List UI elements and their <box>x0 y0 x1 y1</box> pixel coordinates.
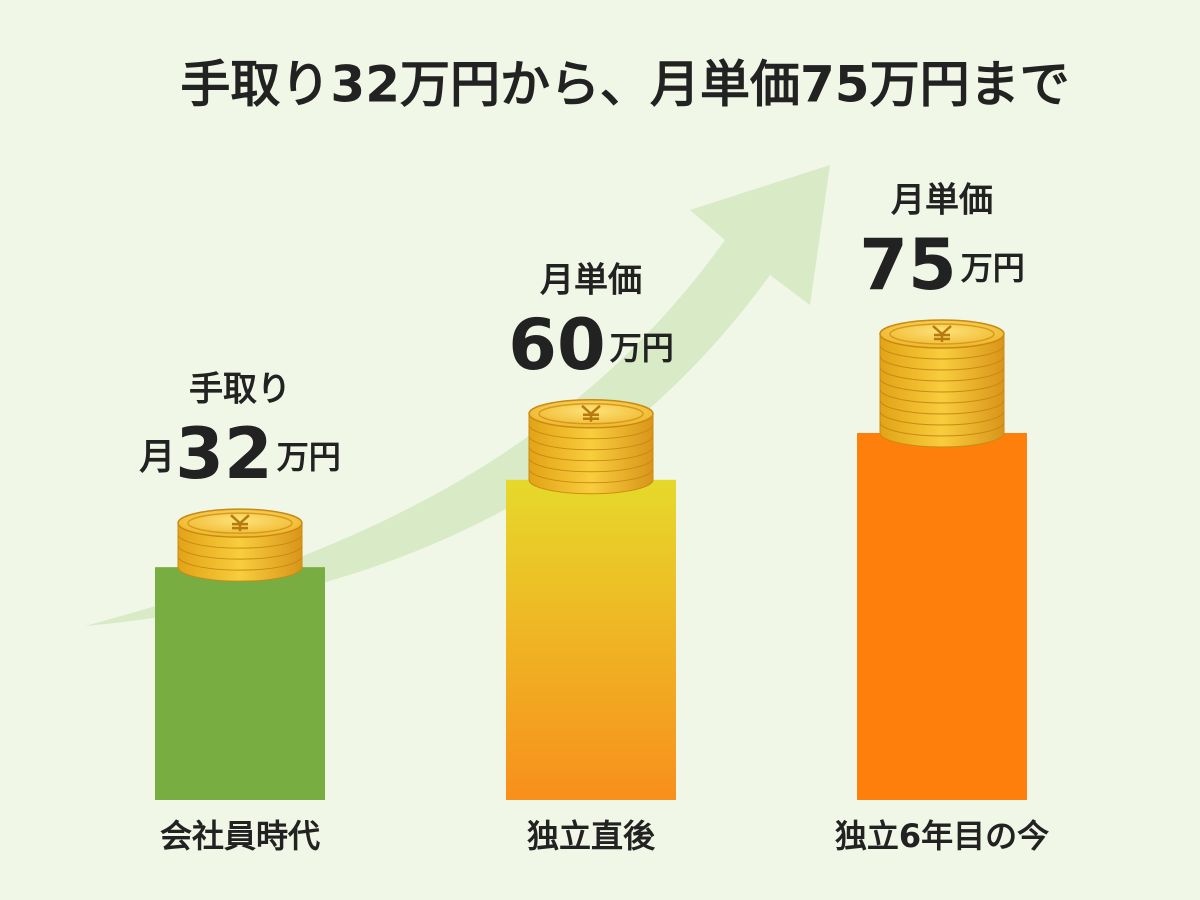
bar-label-head: 月単価 <box>540 260 642 300</box>
x-tick-label: 会社員時代 <box>160 817 320 855</box>
value-unit: 万円 <box>610 329 674 367</box>
value-unit: 万円 <box>961 249 1025 287</box>
bar-value-label: 75 万円 <box>859 224 1024 306</box>
x-tick-label: 独立直後 <box>527 817 656 855</box>
chart-title: 手取り32万円から、月単価75万円まで <box>180 56 1069 114</box>
bar-value-label: 月32 万円 <box>139 413 340 495</box>
coin-rim <box>889 323 995 345</box>
bar <box>857 433 1027 800</box>
value-unit: 万円 <box>277 438 341 476</box>
value-prefix: 月 <box>139 437 175 478</box>
bar <box>155 567 325 800</box>
yen-icon <box>932 325 952 342</box>
value-number: 60 <box>508 304 605 386</box>
bar-value-label: 60 万円 <box>508 304 673 386</box>
yen-icon <box>230 514 250 532</box>
x-tick-label: 独立6年目の今 <box>835 817 1049 855</box>
growth-arrow <box>85 165 830 626</box>
bar-label-head: 月単価 <box>891 181 993 221</box>
value-number: 75 <box>859 224 956 306</box>
coin-rim <box>538 403 644 425</box>
yen-icon <box>581 404 601 422</box>
bar-label-head: 手取り <box>189 370 291 410</box>
coin-rim <box>187 512 293 534</box>
bar <box>506 479 676 800</box>
value-number: 32 <box>175 413 272 495</box>
